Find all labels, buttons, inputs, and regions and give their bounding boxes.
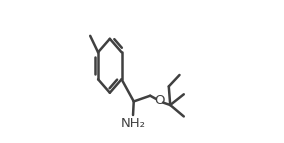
Text: NH₂: NH₂ — [120, 117, 145, 130]
Text: O: O — [154, 94, 165, 107]
